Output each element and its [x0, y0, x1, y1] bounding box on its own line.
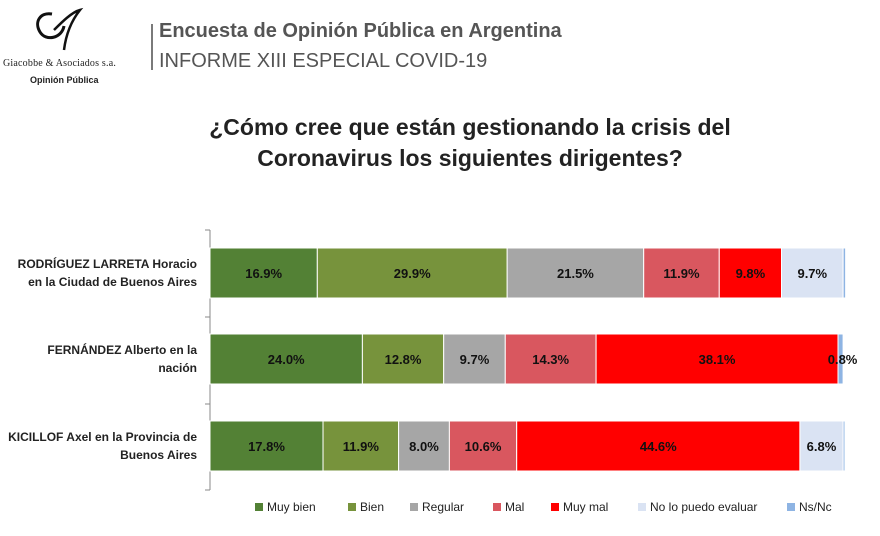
bar-2-mal	[448, 420, 518, 472]
data-label-1-4: 38.1%	[699, 352, 736, 367]
legend-swatch-3	[493, 503, 501, 511]
bar-0-muy-mal	[718, 247, 783, 299]
category-label-1: FERNÁNDEZ Alberto en la nación	[47, 342, 197, 375]
legend-swatch-0	[255, 503, 263, 511]
legend-swatch-5	[638, 503, 646, 511]
data-label-2-1: 11.9%	[343, 439, 380, 454]
bar-1-bien	[361, 333, 445, 385]
bar-1-mal	[504, 333, 597, 385]
data-label-2-3: 10.6%	[465, 439, 502, 454]
data-label-0-2: 21.5%	[557, 266, 594, 281]
legend-label-4: Muy mal	[563, 500, 608, 514]
legend-swatch-6	[787, 503, 795, 511]
legend-swatch-2	[410, 503, 418, 511]
data-label-2-4: 44.6%	[640, 439, 677, 454]
legend-label-0: Muy bien	[267, 500, 316, 514]
legend-swatch-4	[551, 503, 559, 511]
bar-2-ns-nc	[842, 420, 846, 472]
data-label-1-1: 12.8%	[385, 352, 422, 367]
data-label-1-6: 0.8%	[828, 352, 858, 367]
company-logo: Giacobbe & Asociados s.a. Opinión Públic…	[0, 0, 130, 90]
data-label-1-3: 14.3%	[532, 352, 569, 367]
bar-1-regular	[443, 333, 506, 385]
legend-label-1: Bien	[360, 500, 384, 514]
chart-question: ¿Cómo cree que están gestionando la cris…	[130, 112, 810, 174]
category-label-2: KICILLOF Axel en la Provincia de Buenos A…	[8, 430, 197, 462]
bar-1-ns-nc	[837, 333, 844, 385]
legend-label-2: Regular	[422, 500, 464, 514]
data-label-1-2: 9.7%	[460, 352, 490, 367]
question-line-1: ¿Cómo cree que están gestionando la cris…	[209, 114, 731, 140]
report-title: Encuesta de Opinión Pública en Argentina	[159, 20, 562, 42]
bar-0-muy-bien	[209, 247, 318, 299]
bar-0-bien	[316, 247, 508, 299]
bar-0-no-lo-puedo-evaluar	[781, 247, 844, 299]
legend-label-5: No lo puedo evaluar	[650, 500, 757, 514]
data-label-1-0: 24.0%	[268, 352, 305, 367]
logo-mark-icon	[36, 7, 84, 51]
data-label-0-5: 9.7%	[797, 266, 827, 281]
logo-company-name: Giacobbe & Asociados s.a.	[3, 58, 117, 69]
data-label-0-4: 9.8%	[736, 266, 766, 281]
data-label-0-0: 16.9%	[245, 266, 282, 281]
legend-label-6: Ns/Nc	[799, 500, 832, 514]
report-subtitle: INFORME XIII ESPECIAL COVID-19	[159, 50, 488, 72]
legend-label-3: Mal	[505, 500, 524, 514]
legend-swatch-1	[348, 503, 356, 511]
data-label-2-2: 8.0%	[409, 439, 439, 454]
bar-0-regular	[506, 247, 645, 299]
bar-0-mal	[643, 247, 720, 299]
data-label-0-3: 11.9%	[663, 266, 700, 281]
logo-subtitle: Opinión Pública	[30, 75, 99, 85]
bar-0-ns-nc	[842, 247, 847, 299]
data-label-2-5: 6.8%	[807, 439, 837, 454]
question-line-2: Coronavirus los siguientes dirigentes?	[257, 145, 683, 171]
data-label-0-1: 29.9%	[394, 266, 431, 281]
header-divider	[151, 24, 153, 70]
category-label-0: RODRÍGUEZ LARRETA Horacio en la Ciudad de…	[18, 256, 198, 289]
bar-2-regular	[398, 420, 450, 472]
data-label-2-0: 17.8%	[248, 439, 285, 454]
